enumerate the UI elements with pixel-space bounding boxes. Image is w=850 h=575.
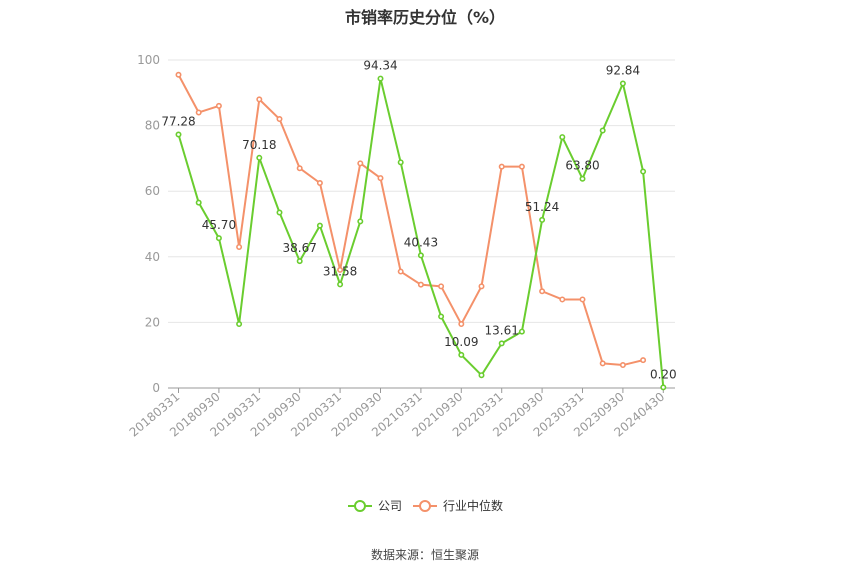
- data-point: [256, 154, 263, 161]
- legend-label: 公司: [378, 499, 402, 513]
- data-point: [478, 283, 485, 290]
- data-point: [417, 281, 424, 288]
- series-line-0: [177, 77, 665, 388]
- data-point: [357, 160, 364, 167]
- data-label: 13.61: [485, 323, 519, 337]
- data-point: [236, 243, 243, 250]
- series-lines: [177, 74, 665, 388]
- data-point: [458, 321, 465, 328]
- data-point: [660, 384, 667, 391]
- data-source: 数据来源：恒生聚源: [370, 548, 479, 562]
- chart-title: 市销率历史分位（%）: [344, 8, 506, 27]
- y-axis-ticks: 0 20 40 60 80 100: [137, 53, 160, 395]
- data-point: [518, 163, 525, 170]
- data-point: [599, 360, 606, 367]
- data-point: [498, 340, 505, 347]
- data-point: [296, 165, 303, 172]
- data-point: [215, 235, 222, 242]
- y-tick-label: 40: [145, 250, 160, 264]
- data-point: [640, 168, 647, 175]
- data-label: 63.80: [565, 159, 599, 173]
- data-label: 31.58: [323, 264, 357, 278]
- legend-marker: [354, 500, 366, 512]
- data-point: [296, 258, 303, 265]
- data-label: 45.70: [202, 218, 236, 232]
- data-point: [579, 175, 586, 182]
- data-label: 10.09: [444, 335, 478, 349]
- data-point: [175, 71, 182, 78]
- y-tick-label: 100: [137, 53, 160, 67]
- data-label: 51.24: [525, 200, 559, 214]
- y-tick-label: 0: [152, 381, 160, 395]
- data-point: [438, 313, 445, 320]
- series-line-1: [177, 74, 644, 367]
- data-point: [478, 372, 485, 379]
- data-label: 70.18: [242, 138, 276, 152]
- x-axis: 2018033120180930201903312019093020200331…: [127, 387, 675, 440]
- data-point: [579, 296, 586, 303]
- legend-marker: [419, 500, 431, 512]
- data-point: [256, 96, 263, 103]
- data-point: [559, 296, 566, 303]
- data-point: [337, 281, 344, 288]
- data-point: [599, 127, 606, 134]
- y-tick-label: 20: [145, 315, 160, 329]
- data-point: [397, 268, 404, 275]
- y-tick-label: 80: [145, 119, 160, 133]
- data-point: [397, 159, 404, 166]
- data-label: 40.43: [404, 235, 438, 249]
- data-point: [458, 351, 465, 358]
- data-label: 0.20: [650, 367, 677, 381]
- data-point: [559, 134, 566, 141]
- data-point: [195, 199, 202, 206]
- legend: 公司 行业中位数: [348, 498, 503, 513]
- data-point: [640, 357, 647, 364]
- data-label: 77.28: [161, 115, 195, 129]
- data-point: [539, 216, 546, 223]
- data-point: [215, 102, 222, 109]
- data-point: [316, 180, 323, 187]
- data-label: 92.84: [606, 63, 640, 77]
- data-point: [377, 75, 384, 82]
- data-point: [276, 116, 283, 123]
- data-point: [377, 175, 384, 182]
- data-point: [417, 252, 424, 259]
- data-label: 38.67: [283, 241, 317, 255]
- data-point: [619, 362, 626, 369]
- data-point: [518, 328, 525, 335]
- data-point: [236, 321, 243, 328]
- data-labels: 77.28 45.70 70.18 38.67 31.58 94.34 40.43 10.09…: [161, 59, 676, 382]
- data-point: [498, 163, 505, 170]
- data-point: [316, 222, 323, 229]
- y-tick-label: 60: [145, 184, 160, 198]
- data-point: [195, 109, 202, 116]
- series-points: [175, 71, 667, 391]
- data-point: [175, 131, 182, 138]
- data-point: [438, 283, 445, 290]
- data-point: [357, 218, 364, 225]
- data-point: [337, 266, 344, 273]
- data-label: 94.34: [363, 59, 397, 73]
- legend-label: 行业中位数: [443, 498, 503, 513]
- data-point: [619, 80, 626, 87]
- data-point: [276, 209, 283, 216]
- data-point: [539, 288, 546, 295]
